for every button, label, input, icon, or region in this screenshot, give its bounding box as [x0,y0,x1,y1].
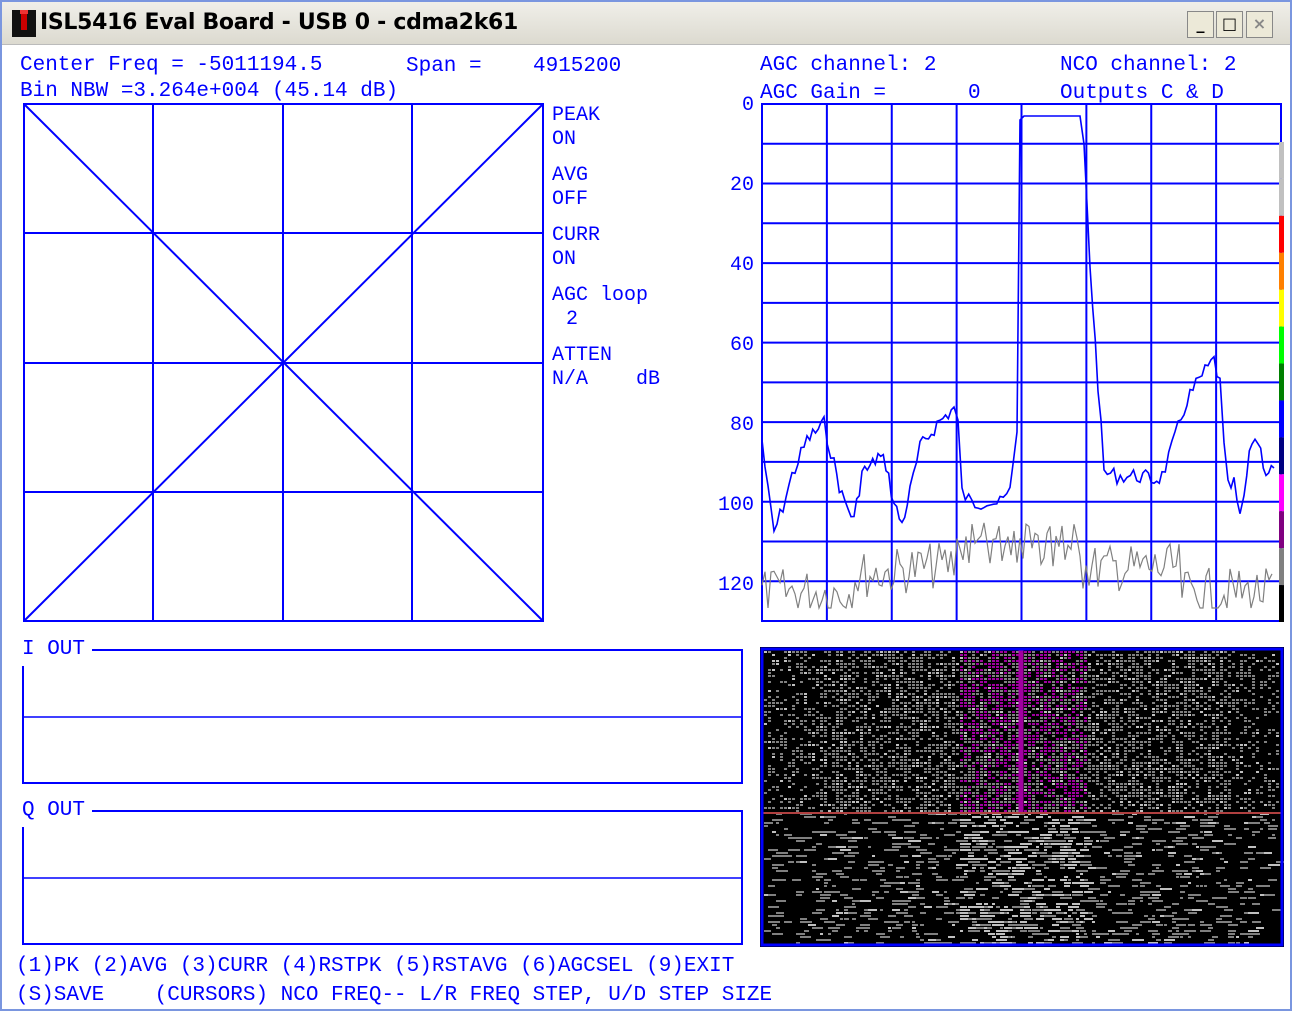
color-bar-segment [1279,511,1284,549]
avg-value: OFF [552,188,589,211]
key-help-line-1: (1)PK (2)AVG (3)CURR (4)RSTPK (5)RSTAVG … [16,955,735,978]
agc-gain-label: AGC Gain = [760,82,887,105]
color-bar-segment [1279,252,1284,290]
span-value: 4915200 [533,55,622,78]
window-title: ISL5416 Eval Board - USB 0 - cdma2k61 [40,10,519,35]
atten-value: N/A [552,368,589,391]
agc-channel-readout: AGC channel: 2 [760,54,937,77]
spectrum-trace [761,115,1275,535]
color-bar-segment [1279,326,1284,364]
minimize-button[interactable]: _ [1187,11,1214,38]
outputs-readout: Outputs C & D [1060,82,1224,105]
color-bar-segment [1279,215,1284,253]
agc-gain-value: 0 [968,82,981,105]
maximize-button[interactable]: □ [1216,11,1243,38]
spectrum-plot [761,103,1284,622]
y-tick-label: 20 [729,174,754,197]
noise-trace [761,522,1273,611]
agc-loop-label: AGC loop [552,284,649,307]
atten-label: ATTEN [552,344,613,367]
curr-value: ON [552,248,577,271]
avg-label: AVG [552,164,589,187]
y-tick-label: 0 [741,94,754,117]
q-out-label: Q OUT [22,799,88,822]
waterfall-display [760,647,1284,947]
color-bar-segment [1279,585,1284,622]
constellation-plot [23,103,544,622]
color-bar-segment [1279,474,1284,512]
i-out-scope [22,649,743,784]
peak-label: PEAK [552,104,601,127]
span-label: Span = [406,55,482,78]
y-tick-label: 60 [729,334,754,357]
color-bar-segment [1279,178,1284,216]
color-bar-segment [1279,142,1284,179]
color-bar-segment [1279,400,1284,438]
curr-label: CURR [552,224,601,247]
y-tick-label: 40 [729,254,754,277]
q-out-scope [22,810,743,945]
y-tick-label: 100 [717,494,754,517]
agc-loop-value: 2 [566,308,579,331]
color-bar-segment [1279,363,1284,401]
key-help-line-2: (S)SAVE (CURSORS) NCO FREQ-- L/R FREQ ST… [16,984,773,1007]
i-out-label: I OUT [22,638,88,661]
color-bar-segment [1279,289,1284,327]
y-tick-label: 120 [717,574,754,597]
app-logo-icon [12,10,36,37]
title-bar[interactable]: ISL5416 Eval Board - USB 0 - cdma2k61 _ … [2,2,1290,45]
nco-channel-readout: NCO channel: 2 [1060,54,1237,77]
color-bar-segment [1279,548,1284,586]
color-bar-segment [1279,437,1284,475]
peak-value: ON [552,128,577,151]
y-tick-label: 80 [729,414,754,437]
atten-unit: dB [636,368,661,391]
close-button[interactable]: × [1246,11,1273,38]
center-freq-readout: Center Freq = -5011194.5 [20,54,323,77]
bin-nbw-readout: Bin NBW =3.264e+004 (45.14 dB) [20,80,399,103]
